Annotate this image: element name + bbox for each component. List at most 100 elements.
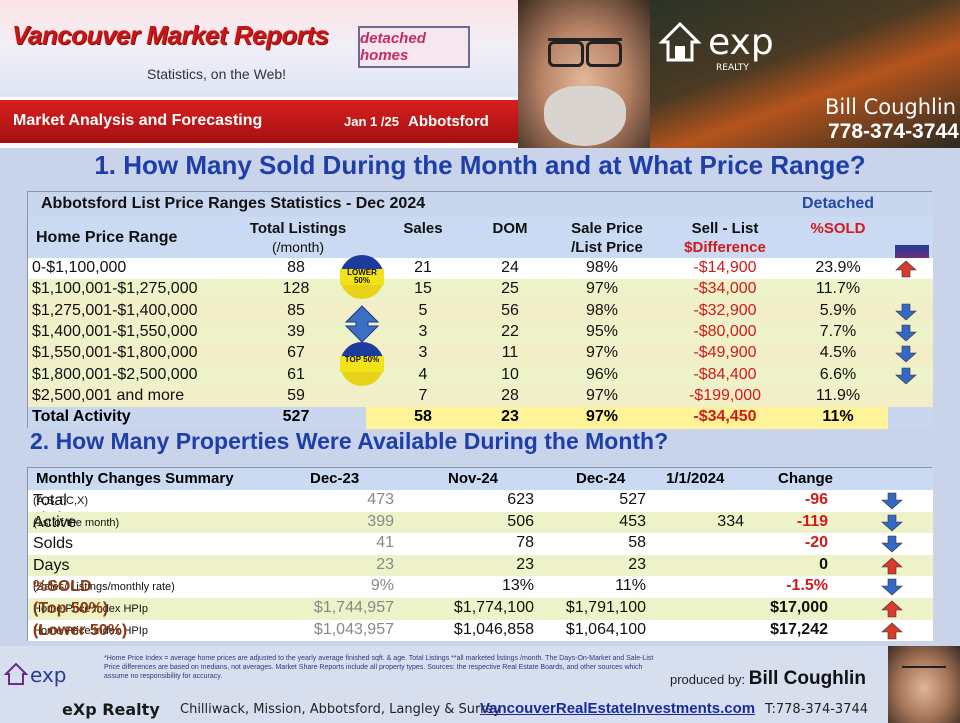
row-dom: 11 (501, 344, 519, 362)
row-dec24: 11% (615, 577, 646, 595)
total-dom: 23 (501, 408, 519, 425)
row-change: $17,000 (770, 599, 828, 616)
row-dec24: $1,064,100 (565, 620, 646, 638)
row-difference: -$49,900 (693, 344, 757, 362)
produced-by-label: produced by: (670, 672, 746, 687)
row-label-note: Home Price Index HPIp (33, 603, 148, 615)
row-total: 128 (282, 280, 310, 298)
down-arrow-icon (895, 303, 917, 320)
footer-agent-photo (888, 646, 960, 723)
row-label-note: (Sales/ Listings/monthly rate) (33, 581, 175, 594)
price-range-caption: Abbotsford List Price Ranges Statistics … (28, 192, 933, 217)
col-difference: $Difference (684, 239, 766, 256)
total-sale-price: 97% (585, 408, 619, 425)
col-pct-sold: %SOLD (810, 220, 866, 237)
row-pct-sold: 11.9% (815, 386, 861, 404)
section2-question: 2. How Many Properties Were Available Du… (30, 428, 669, 454)
total-sales: 58 (414, 408, 432, 425)
row-label: (Top 50%) Home Price Index HPIp (33, 599, 148, 617)
row-pct-sold: 7.7% (819, 322, 857, 340)
report-footer: exp *Home Price Index = average home pri… (0, 646, 960, 723)
row-dec24: 527 (619, 491, 646, 508)
row-nov24: $1,774,100 (453, 599, 534, 616)
row-range: $2,500,001 and more (32, 386, 185, 404)
row-range: $1,100,001-$1,275,000 (32, 280, 198, 298)
footer-cities: Chilliwack, Mission, Abbotsford, Langley… (180, 702, 501, 717)
report-subtitle: Statistics, on the Web! (147, 66, 287, 82)
price-range-row: 0-$1,100,000 88 21 24 98% -$14,900 23.9% (28, 258, 933, 280)
row-label-text: (Lower 50%) (33, 621, 128, 639)
agent-name: Bill Coughlin (825, 95, 957, 119)
row-dec23: $1,744,957 (313, 599, 394, 616)
website-link[interactable]: VancouverRealEstateInvestments.com (480, 700, 756, 717)
col-sale-price-sub: /List Price (571, 239, 643, 256)
row-dom: 24 (501, 259, 519, 276)
report-date: Jan 1 /25 (344, 114, 399, 129)
exp-logo-text: exp (708, 22, 774, 63)
section1-question: 1. How Many Sold During the Month and at… (94, 150, 866, 180)
row-sale-price: 95% (585, 322, 619, 340)
row-pct-sold: 5.9% (819, 301, 857, 319)
row-pct-sold: 23.9% (815, 259, 861, 276)
row-difference: -$32,900 (693, 301, 757, 319)
row-label: (Lower 50%) Home Price Index HPIp (33, 621, 148, 639)
total-highlight (366, 407, 888, 429)
row-range: $1,550,001-$1,800,000 (32, 344, 198, 362)
row-sales: 21 (414, 259, 432, 276)
down-arrow-icon (881, 535, 903, 553)
row-total: 59 (287, 386, 305, 404)
total-difference: -$34,450 (693, 408, 757, 425)
up-arrow-icon (881, 557, 903, 575)
monthly-changes-header: Monthly Changes Summary Dec-23 Nov-24 De… (28, 468, 933, 490)
row-change: -1.5% (786, 577, 828, 595)
col-summary: Monthly Changes Summary (36, 470, 234, 487)
col-nov24: Nov-24 (448, 470, 499, 487)
monthly-change-row: Active Listings (1st of the month) 399 506… (28, 511, 933, 549)
row-dec23: 399 (367, 512, 394, 530)
market-analysis-label: Market Analysis and Forecasting (13, 112, 263, 129)
row-dec23: 9% (370, 577, 394, 595)
top-50-badge: TOP 50% (340, 342, 384, 386)
exp-logo-sub: REALTY (716, 63, 749, 73)
up-arrow-icon (881, 600, 903, 618)
total-label: Total Activity (32, 408, 131, 425)
row-label-note: Home Price Index HPIp (33, 624, 148, 637)
row-difference: -$80,000 (693, 322, 757, 340)
row-difference: -$84,400 (693, 365, 757, 383)
exp-realty-logo-icon: exp REALTY (658, 21, 774, 73)
down-arrow-icon (881, 492, 903, 510)
row-sales: 7 (418, 386, 428, 404)
row-label-note: (A,S,T,C,X) (33, 495, 89, 507)
row-change: $17,242 (770, 620, 828, 638)
row-dec23: 473 (367, 491, 394, 508)
row-dom: 10 (501, 365, 519, 383)
col-jan: 1/1/2024 (666, 470, 725, 487)
caption-category: Detached (802, 195, 875, 212)
row-dec23: $1,043,957 (313, 620, 394, 638)
col-total-listings-sub: (/month) (271, 239, 325, 255)
monthly-changes-table: Monthly Changes Summary Dec-23 Nov-24 De… (27, 467, 933, 642)
row-label-text: %SOLD (33, 578, 92, 596)
row-nov24: 623 (507, 491, 534, 508)
row-range: $1,400,001-$1,550,000 (32, 322, 198, 340)
double-arrow-icon (344, 305, 380, 343)
row-range: $1,800,001-$2,500,000 (32, 365, 198, 383)
row-total: 88 (287, 259, 305, 276)
row-total: 39 (287, 322, 305, 340)
row-dec24: 58 (628, 534, 646, 552)
monthly-change-row: Solds 41 78 58 -20 (28, 533, 933, 555)
row-dom: 25 (501, 280, 519, 298)
total-activity-row: Total Activity 527 58 23 97% -$34,450 11… (28, 407, 933, 429)
total-listings: 527 (282, 408, 310, 425)
row-sales: 15 (414, 280, 432, 298)
footer-disclaimer: *Home Price Index = average home prices … (104, 655, 654, 680)
row-difference: -$199,000 (688, 386, 762, 404)
up-arrow-icon (881, 622, 903, 639)
row-difference: -$34,000 (693, 280, 757, 298)
row-nov24: 506 (507, 512, 534, 530)
agent-phone: 778-374-3744 (828, 120, 959, 143)
exp-brand-panel: exp REALTY Bill Coughlin 778-374-3744 (650, 0, 960, 148)
down-arrow-icon (895, 367, 917, 384)
row-sale-price: 97% (585, 280, 619, 298)
lower-50-badge: LOWER 50% (340, 255, 384, 299)
